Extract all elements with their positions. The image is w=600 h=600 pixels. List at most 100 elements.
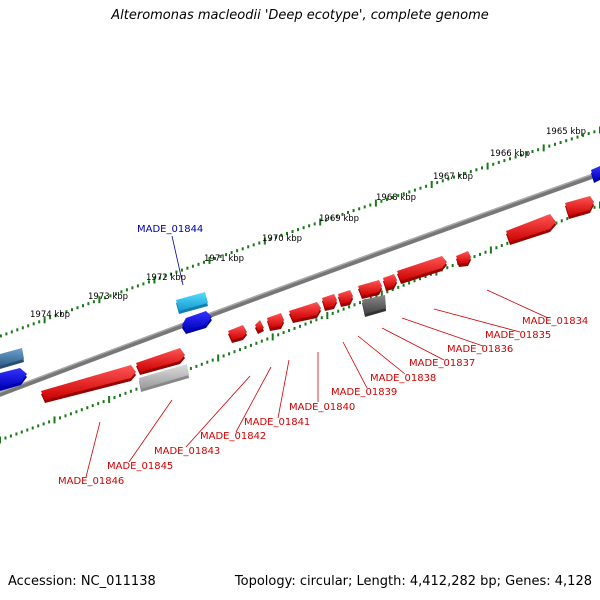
minor-tick xyxy=(87,302,90,306)
minor-tick xyxy=(26,428,29,432)
minor-tick xyxy=(313,222,316,226)
gene-label: MADE_01835 xyxy=(485,330,551,341)
minor-tick xyxy=(75,410,78,414)
minor-tick xyxy=(147,280,150,284)
minor-tick xyxy=(282,331,285,335)
minor-tick xyxy=(441,179,444,183)
minor-tick xyxy=(21,326,24,330)
gene-label: MADE_01840 xyxy=(289,402,355,413)
gene-label: MADE_01834 xyxy=(522,316,588,327)
minor-tick xyxy=(252,243,255,247)
gene-label: MADE_01846 xyxy=(58,476,124,487)
minor-tick xyxy=(120,290,123,294)
minor-tick xyxy=(309,320,312,324)
minor-tick xyxy=(402,283,405,287)
minor-tick xyxy=(0,334,2,338)
minor-tick xyxy=(5,332,8,336)
gene-label: MADE_01845 xyxy=(107,461,173,472)
gene-label: MADE_01842 xyxy=(200,431,266,442)
minor-tick xyxy=(119,393,121,397)
minor-tick xyxy=(320,316,323,320)
minor-tick xyxy=(219,255,222,258)
minor-tick xyxy=(304,322,307,326)
scale-label: 1966 kbp xyxy=(490,149,530,159)
minor-tick xyxy=(397,194,400,198)
major-tick xyxy=(208,256,211,264)
minor-tick xyxy=(559,141,562,144)
minor-tick xyxy=(109,294,112,298)
scale-label: 1974 kbp xyxy=(30,310,70,320)
minor-tick xyxy=(555,221,558,225)
gene-label-blue: MADE_01844 xyxy=(137,224,203,235)
minor-tick xyxy=(293,326,296,330)
minor-tick xyxy=(16,328,19,332)
minor-tick xyxy=(331,311,334,315)
outer-scale-ticks xyxy=(0,126,600,338)
minor-tick xyxy=(481,166,483,170)
minor-tick xyxy=(64,414,67,418)
major-tick xyxy=(319,218,322,226)
minor-tick xyxy=(424,275,427,278)
minor-tick xyxy=(9,434,12,438)
minor-tick xyxy=(520,153,523,157)
minor-tick xyxy=(453,175,455,179)
minor-tick xyxy=(341,212,344,216)
minor-tick xyxy=(239,348,241,352)
major-tick xyxy=(98,296,101,304)
minor-tick xyxy=(37,424,40,428)
minor-tick xyxy=(230,251,233,255)
minor-tick xyxy=(291,230,294,233)
minor-tick xyxy=(54,314,57,318)
minor-tick xyxy=(464,171,467,175)
minor-tick xyxy=(266,337,269,341)
minor-tick xyxy=(203,260,205,264)
minor-tick xyxy=(582,133,585,137)
minor-tick xyxy=(241,247,244,251)
minor-tick xyxy=(258,241,261,245)
minor-tick xyxy=(129,389,132,393)
gene-leader-lines xyxy=(85,289,549,478)
major-tick xyxy=(263,237,266,245)
minor-tick xyxy=(60,312,62,316)
minor-tick xyxy=(76,306,79,310)
minor-tick xyxy=(97,402,100,406)
minor-tick xyxy=(479,252,481,256)
minor-tick xyxy=(369,203,372,207)
minor-tick xyxy=(315,318,318,322)
minor-tick xyxy=(495,246,498,250)
minor-tick xyxy=(175,270,178,274)
minor-tick xyxy=(391,288,394,292)
genome-backbone-highlight xyxy=(0,170,600,394)
minor-tick xyxy=(86,406,89,410)
minor-tick xyxy=(233,350,236,354)
minor-tick xyxy=(135,387,138,391)
minor-tick xyxy=(358,207,361,211)
minor-tick xyxy=(69,412,72,416)
minor-tick xyxy=(180,268,183,272)
scale-label: 1973 kbp xyxy=(88,292,128,302)
minor-tick xyxy=(593,205,596,209)
minor-tick xyxy=(189,367,192,370)
minor-tick xyxy=(587,132,590,136)
minor-tick xyxy=(380,199,383,203)
minor-tick xyxy=(446,266,449,270)
scale-label: 1967 kbp xyxy=(433,172,473,182)
gene-label: MADE_01839 xyxy=(331,387,397,398)
genome-backbone xyxy=(0,170,600,397)
scale-label: 1968 kbp xyxy=(376,193,416,203)
minor-tick xyxy=(228,352,231,356)
accession-text: Accession: NC_011138 xyxy=(8,574,156,589)
gene-label: MADE_01837 xyxy=(409,358,475,369)
major-tick xyxy=(486,162,489,170)
minor-tick xyxy=(402,192,405,196)
minor-tick xyxy=(20,430,23,434)
minor-tick xyxy=(124,391,127,395)
major-tick xyxy=(271,333,274,341)
minor-tick xyxy=(391,196,394,199)
major-tick xyxy=(108,396,111,403)
minor-tick xyxy=(274,235,277,239)
minor-tick xyxy=(211,358,214,362)
minor-tick xyxy=(436,181,439,185)
minor-tick xyxy=(375,294,378,298)
minor-tick xyxy=(92,300,95,304)
